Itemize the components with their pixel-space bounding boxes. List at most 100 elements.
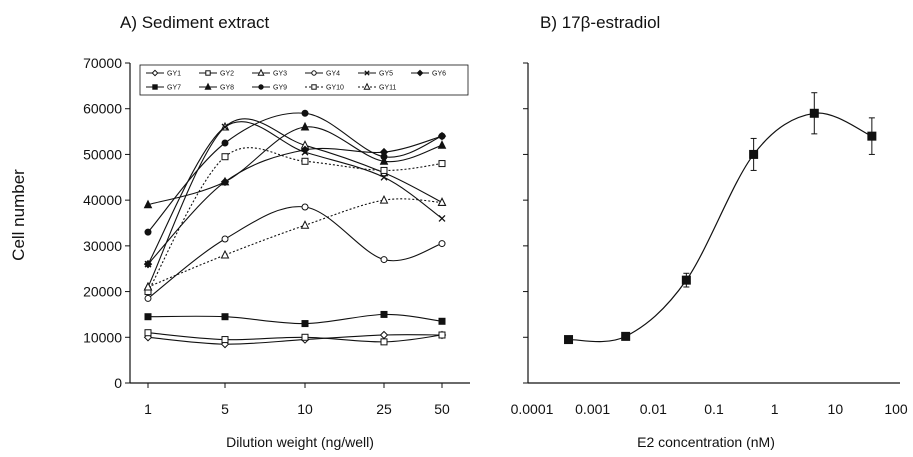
series-line-gy11 xyxy=(147,198,443,288)
data-point-gy6 xyxy=(300,145,310,155)
legend-label: GY3 xyxy=(273,71,287,78)
data-point-gy2 xyxy=(301,333,309,341)
data-point-gy11 xyxy=(437,197,447,206)
legend-swatch-marker xyxy=(311,84,317,90)
data-point-gy2 xyxy=(380,338,388,346)
panel-b-x-tick-label: 0.01 xyxy=(640,401,667,417)
series-gy2 xyxy=(144,329,446,346)
legend-swatch-marker xyxy=(258,84,264,90)
data-point-e2 xyxy=(809,108,819,118)
series-gy10 xyxy=(144,147,446,296)
series-gy6 xyxy=(143,131,447,269)
data-point-gy8 xyxy=(437,140,447,149)
series-line-gy5 xyxy=(147,121,443,265)
dose-response-curve xyxy=(568,112,873,343)
panel-b-series xyxy=(564,92,877,345)
series-line-gy3 xyxy=(147,118,443,288)
panel-a-title: A) Sediment extract xyxy=(120,13,270,32)
data-point-gy8 xyxy=(143,199,153,209)
series-gy7 xyxy=(144,310,446,328)
series-line-gy10 xyxy=(147,147,443,292)
panel-b-x-tick-label: 10 xyxy=(828,401,844,417)
legend-label: GY6 xyxy=(432,71,446,78)
legend-label: GY9 xyxy=(273,85,287,92)
data-point-gy2 xyxy=(438,331,446,339)
legend-swatch-marker xyxy=(205,70,211,76)
legend-swatch-marker xyxy=(257,68,265,76)
data-point-gy4 xyxy=(221,235,229,243)
panel-a-y-tick-label: 0 xyxy=(114,375,122,391)
data-point-gy7 xyxy=(221,313,229,321)
legend-item-gy8: GY8 xyxy=(199,82,234,92)
legend-item-gy7: GY7 xyxy=(146,84,181,92)
data-point-gy6 xyxy=(143,259,153,269)
panel-a-x-tick-label: 50 xyxy=(434,401,450,417)
series-gy8 xyxy=(143,121,447,209)
legend-item-gy4: GY4 xyxy=(305,70,340,78)
data-point-gy9 xyxy=(301,109,309,117)
data-point-gy5 xyxy=(380,173,388,181)
legend-swatch-marker xyxy=(363,82,371,90)
legend-label: GY11 xyxy=(379,85,396,92)
series-gy9 xyxy=(144,109,446,236)
legend-swatch-marker xyxy=(311,70,317,76)
panel-b-x-tick-label: 100 xyxy=(884,401,908,417)
data-point-gy2 xyxy=(144,329,152,337)
panel-a-sediment-extract: A) Sediment extract 0 10000 20000 30000 4000… xyxy=(83,13,470,450)
panel-a-x-tick-label: 10 xyxy=(297,401,313,417)
legend-item-gy2: GY2 xyxy=(199,70,234,78)
panel-a-y-tick-label: 10000 xyxy=(83,329,122,345)
panel-a-legend: GY1 GY2 GY3 GY4 GY5 GY6 GY7 GY8 GY9 GY10 GY11 xyxy=(139,64,469,96)
panel-a-y-tick-label: 60000 xyxy=(83,101,122,117)
legend-item-gy3: GY3 xyxy=(252,68,287,78)
series-gy11 xyxy=(143,195,447,291)
legend-label: GY10 xyxy=(326,85,344,92)
series-gy4 xyxy=(144,203,446,302)
series-line-gy1 xyxy=(147,334,443,345)
data-point-gy9 xyxy=(380,153,388,161)
data-point-gy7 xyxy=(380,310,388,318)
panel-a-x-tick-label: 25 xyxy=(376,401,392,417)
data-point-e2 xyxy=(867,131,877,141)
panel-a-y-tick-label: 50000 xyxy=(83,146,122,162)
panel-b-estradiol: B) 17β-estradiol 0.0001 0.001 0.01 0.1 1 10 10… xyxy=(511,13,908,450)
y-axis-label: Cell number xyxy=(9,169,28,261)
data-point-gy2 xyxy=(221,336,229,344)
panel-b-x-tick-label: 0.0001 xyxy=(511,401,554,417)
data-point-gy4 xyxy=(301,203,309,211)
legend-swatch-marker xyxy=(364,70,370,76)
panel-a-series xyxy=(143,109,447,349)
series-gy1 xyxy=(143,330,447,349)
panel-a-x-axis-label: Dilution weight (ng/well) xyxy=(226,434,374,450)
data-point-gy10 xyxy=(380,166,388,174)
data-point-gy7 xyxy=(438,317,446,325)
legend-item-gy6: GY6 xyxy=(411,69,446,78)
data-point-gy7 xyxy=(144,313,152,321)
panel-b-x-tick-label: 0.001 xyxy=(575,401,610,417)
panel-a-axes: 0 10000 20000 30000 40000 50000 60000 70000 1 5 10… xyxy=(83,55,470,417)
data-point-gy1 xyxy=(379,330,389,340)
series-line-gy8 xyxy=(147,126,443,206)
data-point-gy4 xyxy=(144,294,152,302)
panel-a-y-tick-label: 70000 xyxy=(83,55,122,71)
series-line-gy7 xyxy=(147,313,443,325)
legend-label: GY2 xyxy=(220,71,234,78)
legend-label: GY4 xyxy=(326,71,340,78)
data-point-gy10 xyxy=(221,153,229,161)
legend-swatch-marker xyxy=(152,84,158,90)
legend-item-gy10: GY10 xyxy=(305,84,344,92)
data-point-gy8 xyxy=(220,176,230,186)
legend-swatch-marker xyxy=(151,69,159,77)
data-point-gy8 xyxy=(300,121,310,131)
panel-b-x-axis-label: E2 concentration (nM) xyxy=(637,434,775,450)
panel-a-y-tick-label: 20000 xyxy=(83,284,122,300)
data-point-gy7 xyxy=(301,320,309,328)
data-point-gy5 xyxy=(438,214,446,222)
data-point-e2 xyxy=(749,149,759,159)
panel-b-x-tick-label: 0.1 xyxy=(704,401,724,417)
data-point-e2 xyxy=(681,275,691,285)
data-point-gy9 xyxy=(144,228,152,236)
data-point-gy11 xyxy=(143,281,153,291)
legend-item-gy9: GY9 xyxy=(252,84,287,92)
